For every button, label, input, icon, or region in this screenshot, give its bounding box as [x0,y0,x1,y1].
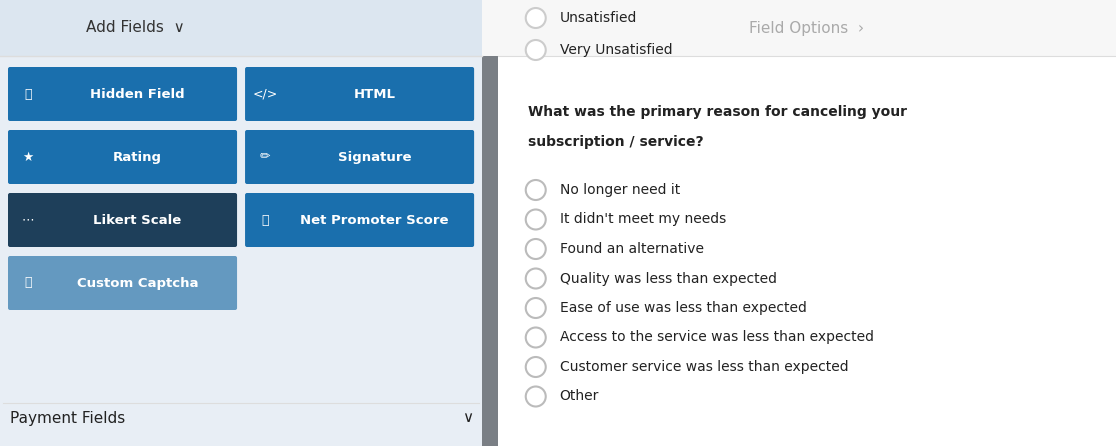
FancyBboxPatch shape [482,0,498,446]
Circle shape [526,239,546,259]
Text: Net Promoter Score: Net Promoter Score [300,214,449,227]
Text: subscription / service?: subscription / service? [528,135,703,149]
Text: </>: </> [252,87,278,100]
Circle shape [526,387,546,406]
FancyBboxPatch shape [482,0,1116,56]
Text: It didn't meet my needs: It didn't meet my needs [560,212,727,227]
Circle shape [526,210,546,230]
Text: Access to the service was less than expected: Access to the service was less than expe… [560,330,874,344]
Text: No longer need it: No longer need it [560,183,680,197]
Circle shape [526,298,546,318]
FancyBboxPatch shape [246,130,474,184]
Text: Unsatisfied: Unsatisfied [560,11,637,25]
FancyBboxPatch shape [0,0,482,446]
FancyBboxPatch shape [246,193,474,247]
Text: Rating: Rating [113,150,162,164]
Circle shape [526,357,546,377]
FancyBboxPatch shape [8,193,237,247]
Text: Likert Scale: Likert Scale [94,214,182,227]
Text: Quality was less than expected: Quality was less than expected [560,272,777,285]
FancyBboxPatch shape [0,0,482,56]
Text: Hidden Field: Hidden Field [90,87,185,100]
Text: ∨: ∨ [462,410,473,425]
Text: Add Fields  ∨: Add Fields ∨ [86,21,184,36]
Text: ⋯: ⋯ [21,214,35,227]
Text: ⛽: ⛽ [261,214,269,227]
Circle shape [526,268,546,289]
Circle shape [526,180,546,200]
Text: What was the primary reason for canceling your: What was the primary reason for cancelin… [528,105,906,119]
Text: Found an alternative: Found an alternative [560,242,704,256]
Text: Custom Captcha: Custom Captcha [77,277,199,289]
Text: Other: Other [560,389,599,404]
Text: HTML: HTML [354,87,395,100]
FancyBboxPatch shape [8,256,237,310]
Text: ⦻: ⦻ [25,87,31,100]
FancyBboxPatch shape [8,67,237,121]
Text: Payment Fields: Payment Fields [10,410,125,425]
Text: Field Options  ›: Field Options › [749,21,865,36]
Circle shape [526,8,546,28]
FancyBboxPatch shape [8,130,237,184]
Text: ⓘ: ⓘ [25,277,31,289]
Text: Very Unsatisfied: Very Unsatisfied [560,43,672,57]
Text: Ease of use was less than expected: Ease of use was less than expected [560,301,807,315]
Circle shape [526,327,546,347]
Text: ✏: ✏ [260,150,270,164]
FancyBboxPatch shape [246,67,474,121]
Text: Signature: Signature [338,150,412,164]
Circle shape [526,40,546,60]
Text: Customer service was less than expected: Customer service was less than expected [560,360,848,374]
FancyBboxPatch shape [498,0,1116,446]
Text: ★: ★ [22,150,33,164]
